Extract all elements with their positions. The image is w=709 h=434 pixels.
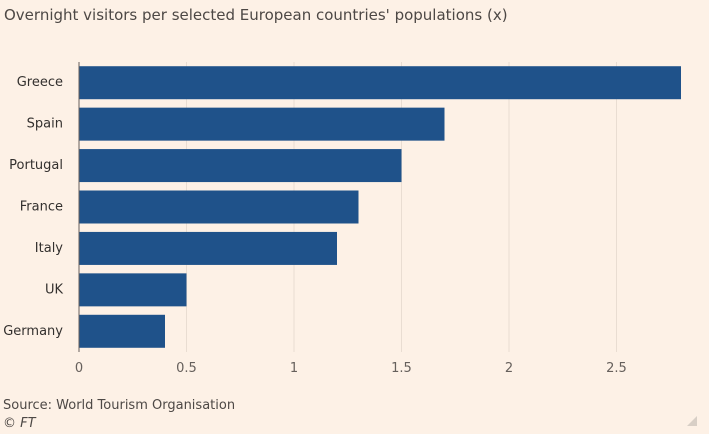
bar-portugal xyxy=(79,149,402,183)
x-tick-label-1: 0.5 xyxy=(176,361,197,376)
chart-title: Overnight visitors per selected European… xyxy=(4,6,508,24)
category-label-portugal: Portugal xyxy=(9,158,63,173)
category-label-greece: Greece xyxy=(17,75,63,90)
category-label-spain: Spain xyxy=(27,117,63,132)
source-note: Source: World Tourism Organisation xyxy=(3,398,236,413)
bar-france xyxy=(79,190,359,224)
category-labels: Greece Spain Portugal France Italy UK Germany xyxy=(3,75,63,339)
category-label-italy: Italy xyxy=(35,241,64,256)
x-tick-label-3: 1.5 xyxy=(391,361,412,376)
resize-corner-icon xyxy=(687,416,697,426)
x-tick-label-2: 1 xyxy=(290,361,298,376)
x-tick-label-0: 0 xyxy=(75,361,83,376)
bars xyxy=(79,66,681,348)
x-axis-ticks: 0 0.5 1 1.5 2 2.5 xyxy=(75,62,627,376)
x-tick-label-5: 2.5 xyxy=(606,361,627,376)
bar-germany xyxy=(79,314,165,348)
category-label-france: France xyxy=(20,200,63,215)
bar-italy xyxy=(79,231,337,265)
category-label-germany: Germany xyxy=(3,324,63,339)
bar-greece xyxy=(79,66,681,100)
copyright-note: © FT xyxy=(3,416,36,431)
category-label-uk: UK xyxy=(45,282,64,297)
x-tick-label-4: 2 xyxy=(505,361,513,376)
bar-spain xyxy=(79,107,445,141)
bar-uk xyxy=(79,273,187,307)
